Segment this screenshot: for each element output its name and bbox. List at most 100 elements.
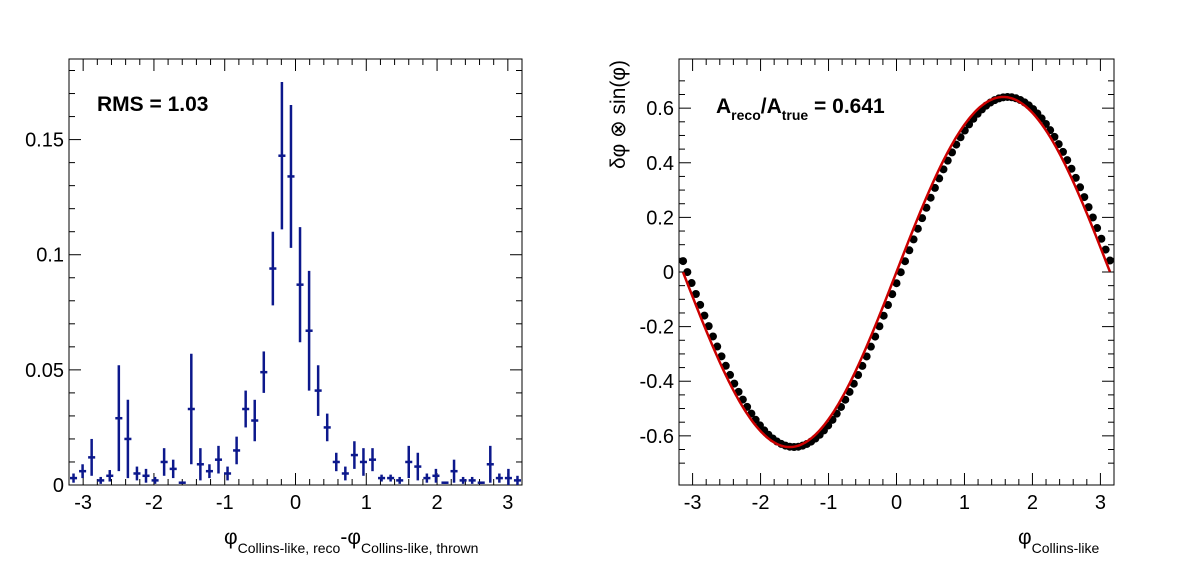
data-point xyxy=(332,452,340,472)
curve-point xyxy=(691,289,700,298)
left-xtick-label: -3 xyxy=(74,492,92,514)
right-xtick-label: -1 xyxy=(820,492,838,514)
left-plot-frame xyxy=(68,58,523,486)
data-point xyxy=(350,441,358,469)
data-point xyxy=(396,476,404,484)
right-ytick-label: -0.6 xyxy=(640,426,674,448)
curve-point xyxy=(854,371,863,380)
right-xlabel-phi: φ xyxy=(1018,526,1032,549)
curve-point xyxy=(858,361,867,370)
left-ytick-label: 0.15 xyxy=(25,130,64,152)
right-xlabel-sub: Collins-like xyxy=(1032,540,1100,556)
left-ytick-label: 0.05 xyxy=(25,360,64,382)
data-point xyxy=(450,459,458,483)
fit-line xyxy=(681,95,1112,449)
right-y-axis-label: δφ ⊗ sin(φ) xyxy=(607,60,630,169)
curve-point xyxy=(1093,224,1102,233)
curve-point xyxy=(708,332,717,341)
left-xlabel-sub1: Collins-like, reco xyxy=(238,540,341,556)
curve-point xyxy=(717,352,726,361)
right-ytick-label: 0 xyxy=(663,262,674,284)
data-point xyxy=(468,476,476,484)
right-annot-sub1: reco xyxy=(731,107,761,123)
data-point xyxy=(178,481,186,484)
curve-point xyxy=(683,268,692,277)
curve-point xyxy=(879,311,888,320)
right-annot-a1: A xyxy=(716,95,731,118)
curve-point xyxy=(704,322,713,331)
curve-point xyxy=(901,257,910,266)
right-x-axis-label: φCollins-like xyxy=(1018,526,1100,556)
data-point xyxy=(151,476,159,484)
right-xtick-label: 0 xyxy=(891,492,902,514)
data-point xyxy=(97,476,105,484)
data-point xyxy=(251,399,259,442)
data-point xyxy=(187,353,195,465)
data-point xyxy=(441,481,449,484)
data-point xyxy=(196,448,204,481)
right-xtick-label: 3 xyxy=(1095,492,1106,514)
right-xtick-label: 1 xyxy=(959,492,970,514)
left-xlabel-minus: - xyxy=(340,526,347,549)
data-point xyxy=(115,365,123,472)
data-point xyxy=(504,468,512,485)
right-chart: -3 -2 -1 0 1 2 3-0.6-0.4-0.200.20.40.6 Areco/A… xyxy=(607,58,1115,556)
curve-point xyxy=(930,183,939,192)
data-point xyxy=(79,464,87,479)
data-point xyxy=(323,413,331,442)
data-point xyxy=(169,459,177,479)
data-point xyxy=(305,270,313,391)
data-point xyxy=(387,474,395,482)
data-point xyxy=(224,466,232,481)
left-xlabel-phi2: φ xyxy=(347,526,361,549)
curve-point xyxy=(679,257,688,266)
data-point xyxy=(214,445,223,474)
right-ticks: -3 -2 -1 0 1 2 3 -0.6 -0.4 -0.2 0 0.2 0.4 0.6 xyxy=(640,59,1115,514)
left-xtick-label: 2 xyxy=(432,492,443,514)
left-ytick-label: 0.1 xyxy=(36,245,64,267)
curve-point xyxy=(888,290,897,299)
curve-point xyxy=(1101,245,1110,254)
data-point xyxy=(378,474,386,482)
right-annot-slash: / xyxy=(761,95,767,118)
data-point xyxy=(477,481,485,484)
data-point xyxy=(260,351,268,393)
curve-point xyxy=(696,300,705,309)
right-annotation: Areco/Atrue = 0.641 xyxy=(716,95,885,123)
left-xtick-label: 1 xyxy=(361,492,372,514)
curve-point xyxy=(713,342,722,351)
data-point xyxy=(296,227,304,343)
curve-point xyxy=(721,361,730,370)
right-annot-a2: A xyxy=(767,95,782,118)
curve-point xyxy=(866,342,875,351)
left-chart: -3 -2 -1 0 1 2 300.050.10.15 RMS = 1.03 φColli… xyxy=(25,58,523,556)
right-xtick-label: 2 xyxy=(1027,492,1038,514)
curve-point xyxy=(918,214,927,223)
right-xtick-label: -3 xyxy=(684,492,702,514)
data-point xyxy=(205,464,213,479)
left-x-axis-label: φCollins-like, reco-φCollins-like, throw… xyxy=(224,526,478,556)
right-data-marks xyxy=(679,92,1114,452)
curve-point xyxy=(1105,256,1114,265)
curve-point xyxy=(1067,164,1076,173)
data-point xyxy=(287,105,295,248)
curve-point xyxy=(862,352,871,361)
data-point xyxy=(486,445,494,483)
curve-point xyxy=(875,322,884,331)
curve-point xyxy=(687,279,696,288)
curve-point xyxy=(883,300,892,309)
data-point xyxy=(142,468,150,483)
curve-point xyxy=(905,246,914,255)
left-xtick-label: 0 xyxy=(290,492,301,514)
left-xlabel-sub2: Collins-like, thrown xyxy=(361,540,478,556)
curve-point xyxy=(1076,183,1085,192)
data-point xyxy=(368,448,377,472)
curve-point xyxy=(1080,193,1089,202)
curve-point xyxy=(700,311,709,320)
data-point xyxy=(341,466,349,481)
data-point xyxy=(513,475,521,485)
left-xtick-label: 3 xyxy=(502,492,513,514)
data-point xyxy=(70,473,78,483)
data-point xyxy=(124,399,132,479)
left-xtick-label: -1 xyxy=(216,492,234,514)
